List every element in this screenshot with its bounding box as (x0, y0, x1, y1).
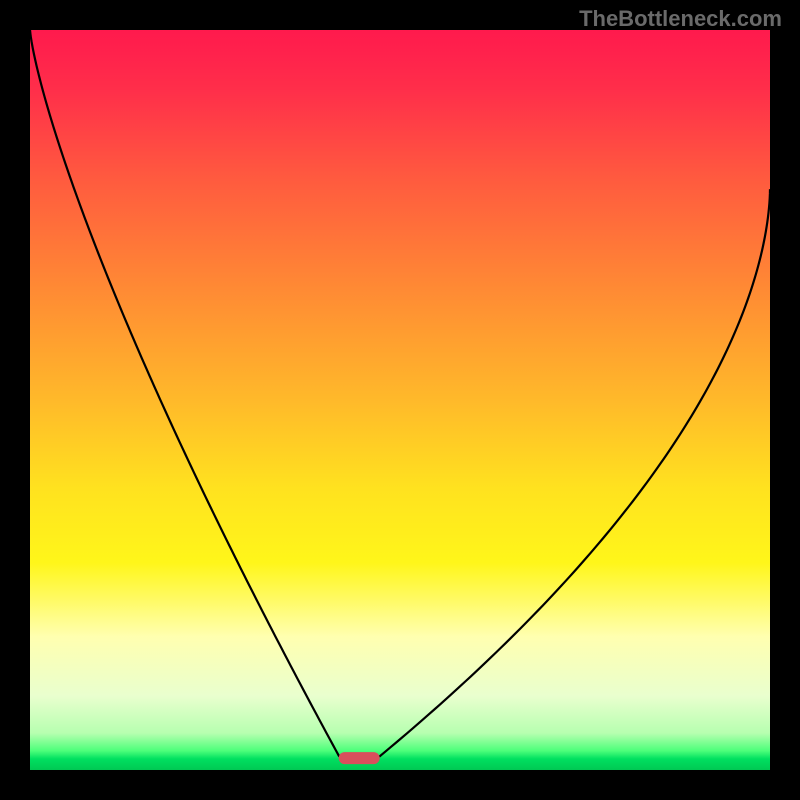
optimal-marker (339, 752, 380, 764)
curve-left (30, 30, 339, 757)
bottleneck-curve (30, 30, 770, 770)
plot-area (30, 30, 770, 770)
curve-right (379, 189, 770, 757)
watermark-text: TheBottleneck.com (579, 6, 782, 32)
